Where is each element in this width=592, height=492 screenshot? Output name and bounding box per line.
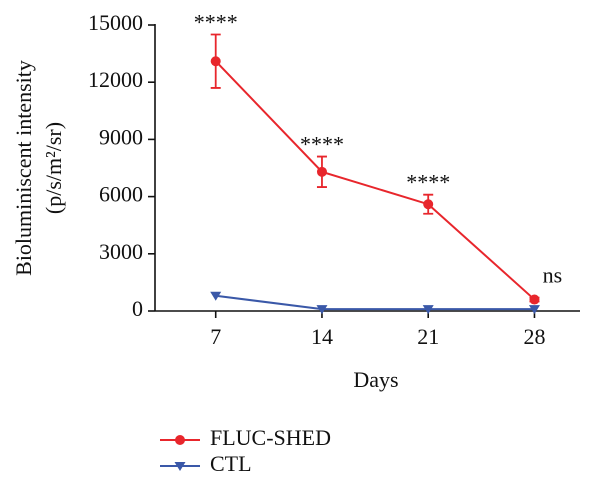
y-axis-label: (p/s/m²/sr)	[41, 122, 66, 214]
data-point	[210, 56, 221, 67]
data-point	[210, 291, 222, 301]
annotation: ns	[543, 263, 563, 288]
y-tick-label: 3000	[99, 239, 143, 264]
y-tick-label: 15000	[88, 10, 143, 35]
y-tick-label: 12000	[88, 67, 143, 92]
data-point	[423, 199, 434, 210]
y-tick-label: 0	[132, 296, 143, 321]
series-line	[214, 60, 536, 301]
x-tick-label: 7	[210, 324, 221, 349]
annotation: ****	[194, 10, 238, 35]
legend-marker	[175, 435, 185, 445]
legend-label: CTL	[210, 451, 252, 476]
data-point	[422, 305, 434, 315]
y-axis-label: Bioluminiscent intensity	[11, 60, 36, 276]
data-point	[316, 305, 328, 315]
legend-marker	[174, 462, 186, 471]
legend-label: FLUC-SHED	[210, 425, 331, 450]
y-tick-label: 6000	[99, 182, 143, 207]
x-tick-label: 14	[311, 324, 333, 349]
data-point	[529, 294, 540, 305]
x-axis-label: Days	[353, 367, 398, 392]
data-point	[316, 166, 327, 177]
y-tick-label: 9000	[99, 124, 143, 149]
series-line	[215, 294, 535, 311]
annotation: ****	[300, 132, 344, 157]
x-tick-label: 21	[417, 324, 439, 349]
annotation: ****	[406, 170, 450, 195]
x-tick-label: 28	[523, 324, 545, 349]
data-point	[528, 305, 540, 315]
